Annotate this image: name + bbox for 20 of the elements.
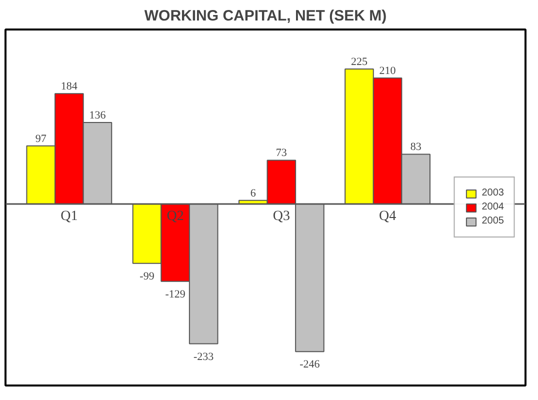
x-tick-label: Q3 (272, 209, 290, 224)
x-tick-label: Q1 (60, 209, 78, 224)
data-label: 97 (35, 132, 47, 145)
data-label: -99 (140, 270, 155, 282)
legend-label: 2005 (482, 216, 504, 226)
data-label: 6 (250, 187, 256, 200)
data-label: 210 (379, 65, 396, 78)
data-label: -233 (194, 350, 214, 363)
data-label: -129 (165, 288, 186, 300)
data-label: -246 (300, 358, 320, 371)
data-label: 83 (410, 141, 422, 154)
data-label: 73 (276, 147, 288, 160)
legend-label: 2003 (482, 188, 504, 198)
x-tick-label: Q2 (166, 209, 184, 224)
data-label: 184 (60, 80, 78, 93)
chart-title: WORKING CAPITAL, NET (SEK M) (144, 8, 387, 24)
data-label: 225 (350, 56, 368, 68)
data-label: 136 (89, 109, 106, 122)
legend-label: 2004 (482, 202, 504, 212)
x-tick-label: Q4 (378, 209, 396, 224)
